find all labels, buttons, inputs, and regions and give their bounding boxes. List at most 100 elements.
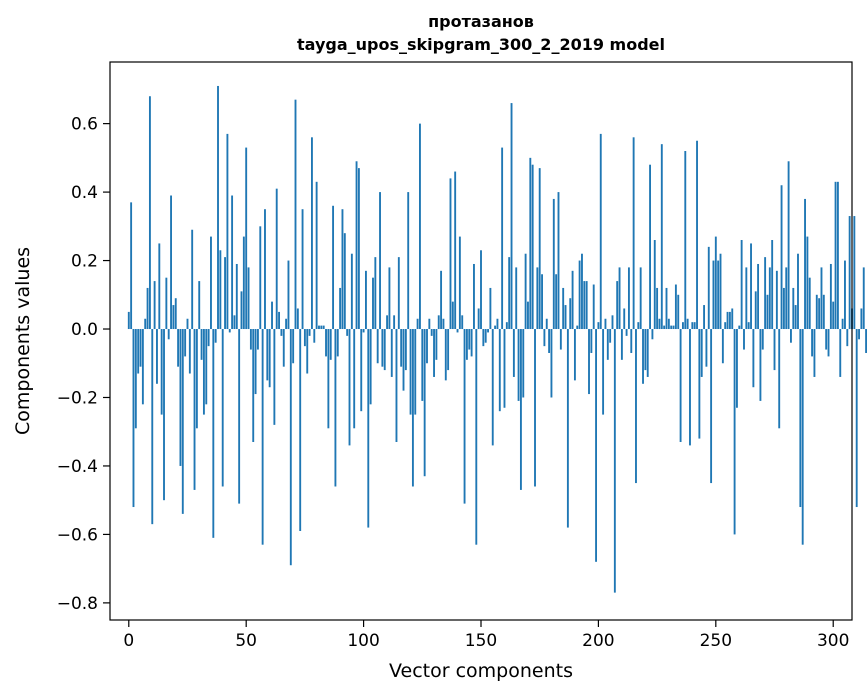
bar (829, 263, 832, 330)
bar (693, 322, 696, 330)
bar (623, 308, 626, 330)
bar (705, 329, 708, 367)
bar (663, 325, 666, 330)
bar (846, 329, 849, 347)
bar (210, 236, 212, 330)
bar (282, 329, 285, 367)
bar (365, 270, 367, 330)
bar (480, 250, 482, 330)
bar (534, 329, 536, 487)
bar (228, 329, 231, 333)
bar (451, 301, 454, 330)
bar (790, 329, 792, 343)
bar (820, 267, 823, 330)
bar (301, 209, 304, 330)
bar (571, 270, 574, 330)
bar (468, 329, 471, 350)
bar (292, 329, 295, 364)
x-tick-label: 150 (465, 631, 497, 651)
bar (341, 209, 344, 330)
bar (193, 329, 196, 490)
bar (766, 294, 769, 330)
bar (153, 281, 156, 330)
bar (423, 329, 426, 477)
bar (402, 329, 405, 391)
bar (632, 137, 635, 330)
bar (548, 329, 551, 353)
bar (811, 329, 814, 357)
bar (156, 329, 158, 384)
bar (747, 322, 750, 330)
bar (512, 329, 515, 377)
bar (564, 305, 567, 330)
bar (235, 263, 238, 330)
bar (724, 322, 727, 330)
bar (390, 329, 393, 377)
bar (761, 329, 764, 350)
bar (750, 243, 752, 330)
bar (433, 329, 435, 377)
bar (461, 315, 464, 330)
bar (158, 243, 161, 330)
bar (569, 298, 572, 330)
bar (440, 270, 443, 330)
y-tick-label: −0.4 (57, 457, 98, 477)
bar (489, 287, 492, 330)
bar (285, 318, 288, 330)
bar (757, 263, 760, 330)
bar (787, 161, 790, 330)
bar (134, 329, 137, 429)
bar (165, 277, 168, 330)
bar (334, 329, 337, 487)
bar (179, 329, 182, 466)
bar (764, 257, 767, 330)
bar (207, 329, 210, 347)
bar (552, 198, 555, 330)
bar (858, 329, 860, 340)
bar (743, 329, 745, 350)
bar (644, 329, 647, 371)
bar (625, 329, 628, 336)
bar (475, 329, 478, 545)
bar (428, 318, 431, 330)
bar (794, 305, 797, 330)
bar (287, 260, 290, 330)
x-tick-label: 300 (817, 631, 849, 651)
bar (505, 322, 508, 330)
bar (674, 284, 677, 330)
bar (689, 329, 691, 446)
plot-area-frame (109, 61, 853, 621)
bar (545, 318, 548, 330)
bar (343, 233, 346, 330)
bar (630, 329, 633, 353)
bar (611, 315, 614, 330)
x-tick-label: 100 (347, 631, 379, 651)
bar (649, 164, 651, 330)
bar (719, 253, 722, 330)
bar (339, 287, 342, 330)
bar (226, 133, 229, 330)
bar (148, 96, 151, 330)
bar (163, 329, 165, 501)
bar (172, 305, 175, 330)
bar (578, 260, 581, 330)
chart-title-line1: протазанов (428, 12, 534, 31)
bar (599, 133, 602, 330)
bar (503, 329, 506, 408)
bar (524, 253, 527, 330)
bar (357, 168, 360, 330)
bar (456, 329, 459, 333)
bar (261, 329, 264, 545)
bar (710, 329, 713, 484)
bar (609, 329, 612, 343)
bar (350, 253, 353, 330)
bar (249, 329, 252, 350)
bar (822, 294, 825, 330)
bar (660, 144, 663, 330)
bar (174, 298, 177, 330)
bar (233, 315, 236, 330)
bar (773, 329, 776, 371)
bar (137, 329, 140, 374)
bar (320, 325, 323, 330)
bar (353, 329, 356, 429)
